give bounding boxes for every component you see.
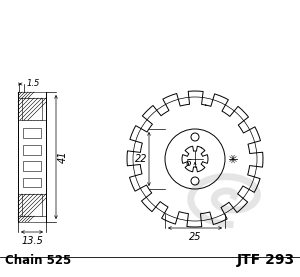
Text: 1.5: 1.5 xyxy=(27,79,40,88)
Text: 22: 22 xyxy=(134,154,147,164)
Text: 41: 41 xyxy=(58,151,68,163)
Bar xyxy=(23,128,41,138)
Bar xyxy=(23,178,41,188)
Text: JTF 293: JTF 293 xyxy=(237,253,295,267)
Bar xyxy=(23,161,41,171)
Text: Chain 525: Chain 525 xyxy=(5,254,71,267)
Text: 25: 25 xyxy=(189,232,201,242)
Text: 6: 6 xyxy=(185,158,191,168)
Text: 13.5: 13.5 xyxy=(21,236,43,246)
Bar xyxy=(23,145,41,155)
